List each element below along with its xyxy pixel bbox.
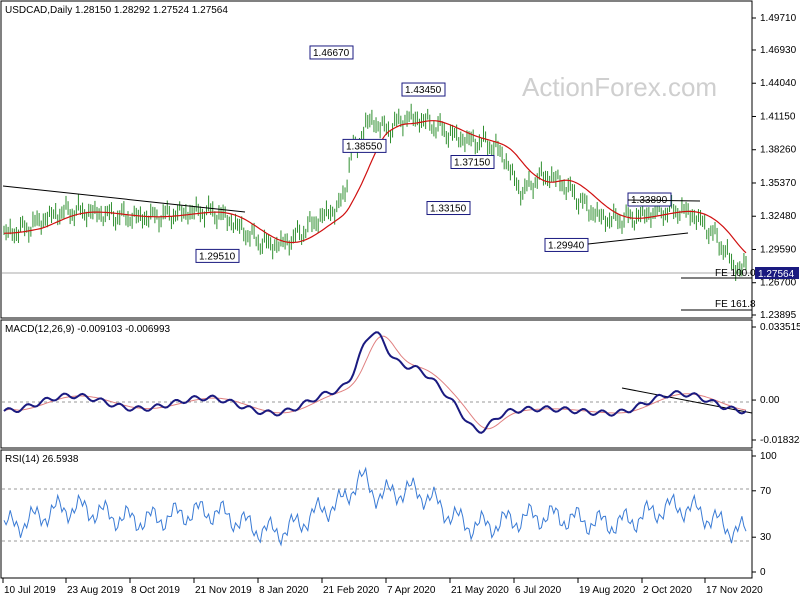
rsi-y-axis: 100 70 30 0 bbox=[752, 451, 777, 578]
trendline-2020-top bbox=[627, 199, 701, 202]
y-tick-label: 1.41150 bbox=[760, 111, 796, 122]
x-tick-label: 17 Nov 2020 bbox=[706, 585, 763, 596]
macd-trendline bbox=[621, 387, 753, 414]
x-tick-label: 7 Apr 2020 bbox=[387, 585, 436, 596]
price-annotation-box bbox=[342, 138, 387, 153]
price-title: USDCAD,Daily 1.28150 1.28292 1.27524 1.2… bbox=[5, 5, 228, 16]
x-tick-label: 21 May 2020 bbox=[451, 585, 509, 596]
x-axis: 10 Jul 2019 23 Aug 2019 8 Oct 2019 21 Nov 2… bbox=[2, 578, 763, 596]
x-tick-label: 10 Jul 2019 bbox=[4, 585, 56, 596]
price-annotation-label: 1.29940 bbox=[548, 240, 585, 251]
x-tick-label: 2 Oct 2020 bbox=[643, 585, 692, 596]
price-bars bbox=[3, 103, 747, 282]
price-y-axis: 1.49710 1.46930 1.44040 1.41150 1.38260 1.353… bbox=[752, 13, 797, 321]
x-tick-label: 23 Aug 2019 bbox=[67, 585, 124, 596]
y-tick-label: 1.35370 bbox=[760, 178, 797, 189]
x-tick-label: 8 Oct 2019 bbox=[131, 585, 180, 596]
y-tick-label: 1.26700 bbox=[760, 278, 797, 289]
trendline-2020-support bbox=[587, 232, 689, 245]
y-tick-label: 30 bbox=[760, 532, 772, 543]
price-annotation-box bbox=[426, 201, 471, 216]
rsi-title: RSI(14) 26.5938 bbox=[5, 454, 79, 465]
y-tick-label: 1.29590 bbox=[760, 244, 797, 255]
fe-161-label: FE 161.8 bbox=[715, 299, 756, 310]
y-tick-label: 0 bbox=[760, 567, 766, 578]
y-tick-label: 70 bbox=[760, 486, 772, 497]
x-tick-label: 6 Jul 2020 bbox=[515, 585, 562, 596]
y-tick-label: 1.46930 bbox=[760, 45, 797, 56]
y-tick-label: 0.00 bbox=[760, 395, 780, 406]
y-tick-label: 1.32480 bbox=[760, 211, 797, 222]
macd-signal-line bbox=[3, 335, 747, 430]
x-tick-label: 21 Feb 2020 bbox=[323, 585, 380, 596]
y-tick-label: 100 bbox=[760, 451, 777, 462]
price-annotation-box bbox=[450, 155, 495, 170]
current-price-box bbox=[755, 267, 799, 279]
y-tick-label: 1.44040 bbox=[760, 78, 797, 89]
y-tick-label: 1.49710 bbox=[760, 13, 797, 24]
y-tick-label: 1.23895 bbox=[760, 310, 797, 321]
macd-y-axis: 0.033515 0.00 -0.018324 bbox=[752, 322, 800, 446]
y-tick-label: -0.018324 bbox=[760, 435, 800, 446]
y-tick-label: 0.033515 bbox=[760, 322, 800, 333]
price-annotation-box bbox=[544, 237, 589, 252]
x-tick-label: 21 Nov 2019 bbox=[195, 585, 252, 596]
price-annotation-label: 1.29510 bbox=[199, 251, 236, 262]
current-price-value: 1.27564 bbox=[758, 269, 795, 280]
macd-panel bbox=[0, 319, 753, 449]
rsi-panel bbox=[0, 449, 753, 579]
price-annotation-label: 1.37150 bbox=[454, 158, 491, 169]
rsi-line bbox=[3, 466, 747, 547]
y-tick-label: 1.38260 bbox=[760, 145, 797, 156]
price-annotation-label: 1.38550 bbox=[346, 141, 383, 152]
price-annotation-box bbox=[195, 248, 240, 263]
moving-average-line bbox=[3, 120, 747, 254]
macd-line bbox=[3, 331, 747, 434]
price-annotation-box bbox=[309, 45, 354, 60]
price-annotation-label: 1.46670 bbox=[313, 48, 350, 59]
trendline-2019-resistance bbox=[2, 185, 246, 213]
fe-100-label: FE 100.0 bbox=[715, 268, 756, 279]
price-annotation-box bbox=[401, 82, 446, 97]
watermark: ActionForex.com bbox=[522, 72, 717, 102]
x-tick-label: 19 Aug 2020 bbox=[579, 585, 636, 596]
macd-title: MACD(12,26,9) -0.009103 -0.006993 bbox=[5, 324, 171, 335]
price-panel bbox=[0, 0, 753, 319]
price-annotation-box bbox=[627, 192, 672, 207]
x-tick-label: 8 Jan 2020 bbox=[259, 585, 309, 596]
price-annotation-label: 1.43450 bbox=[405, 85, 442, 96]
price-annotation-label: 1.33150 bbox=[430, 204, 467, 215]
